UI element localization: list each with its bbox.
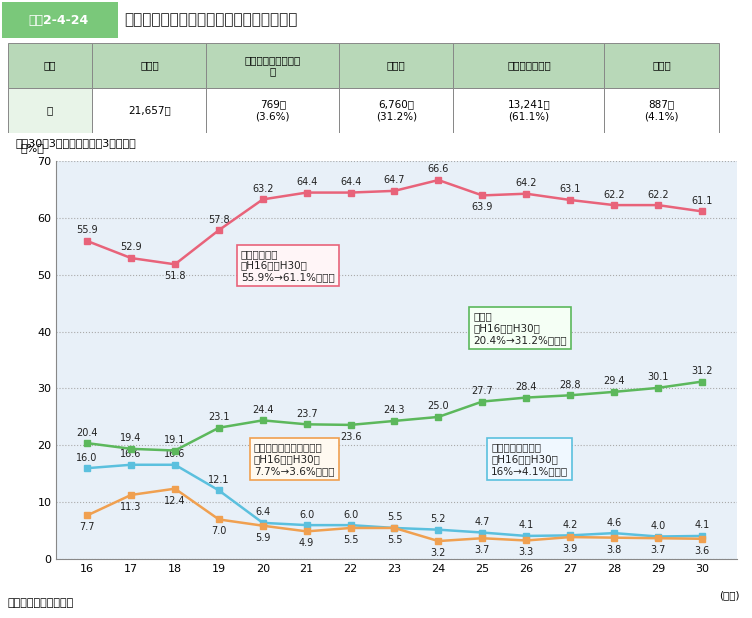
Text: 区分: 区分 (44, 61, 56, 70)
Text: 図袅2-4-24: 図袅2-4-24 (29, 14, 89, 27)
Text: 63.2: 63.2 (252, 184, 274, 194)
Text: 24.4: 24.4 (252, 405, 274, 415)
Text: その他（在宅等）
（H16）（H30）
16%→4.1%に減少: その他（在宅等） （H16）（H30） 16%→4.1%に減少 (491, 442, 569, 476)
Text: 4.6: 4.6 (606, 517, 622, 528)
Text: 進学・教育訓練機関
等: 進学・教育訓練機関 等 (244, 55, 301, 77)
Text: 4.0: 4.0 (650, 521, 666, 531)
Text: （出典）学校基本統計: （出典）学校基本統計 (8, 598, 74, 607)
Text: 施設・医療機関: 施設・医療機関 (507, 61, 550, 70)
Bar (92, 43, 207, 88)
Text: 3.7: 3.7 (475, 545, 490, 555)
Bar (453, 43, 605, 88)
Text: 3.2: 3.2 (431, 548, 446, 558)
Bar (339, 43, 453, 88)
Text: 29.4: 29.4 (603, 376, 625, 386)
Text: 5.5: 5.5 (387, 535, 402, 545)
Text: 施設医療機関
（H16）（H30）
55.9%→61.1%に増加: 施設医療機関 （H16）（H30） 55.9%→61.1%に増加 (241, 249, 335, 282)
Text: 就職者
（H16）（H30）
20.4%→31.2%に増加: 就職者 （H16）（H30） 20.4%→31.2%に増加 (474, 311, 567, 345)
Bar (207, 88, 339, 133)
Y-axis label: （%）: （%） (20, 143, 44, 153)
Text: 25.0: 25.0 (428, 401, 449, 412)
Text: 64.7: 64.7 (384, 176, 405, 185)
Text: 4.2: 4.2 (562, 520, 578, 530)
Text: 28.4: 28.4 (515, 382, 537, 392)
Text: 51.8: 51.8 (164, 271, 186, 281)
Text: 23.1: 23.1 (208, 412, 229, 422)
Text: 12.1: 12.1 (208, 475, 229, 485)
Text: 16.6: 16.6 (120, 449, 141, 459)
Text: 4.9: 4.9 (299, 538, 314, 548)
Bar (605, 88, 719, 133)
Text: その他: その他 (652, 61, 671, 70)
Text: 31.2: 31.2 (691, 366, 713, 376)
Text: 55.9: 55.9 (76, 226, 98, 235)
Text: 計: 計 (47, 106, 53, 116)
Bar (92, 88, 207, 133)
Text: 30.1: 30.1 (647, 372, 669, 383)
Text: 5.5: 5.5 (387, 512, 402, 522)
Text: 19.1: 19.1 (164, 435, 186, 445)
Bar (339, 88, 453, 133)
Text: 769人
(3.6%): 769人 (3.6%) (256, 99, 290, 121)
Text: 52.9: 52.9 (120, 242, 142, 253)
Text: 3.7: 3.7 (650, 545, 666, 555)
Bar (453, 88, 605, 133)
Bar (2, 2, 118, 38)
Text: 3.8: 3.8 (606, 544, 622, 554)
Text: 3.9: 3.9 (562, 544, 578, 554)
Text: 63.1: 63.1 (559, 184, 581, 195)
Text: 64.4: 64.4 (296, 177, 317, 187)
Text: 6,760人
(31.2%): 6,760人 (31.2%) (376, 99, 417, 121)
Text: 28.8: 28.8 (559, 379, 581, 390)
Text: 5.5: 5.5 (343, 535, 358, 545)
Text: 就職者: 就職者 (387, 61, 405, 70)
Text: 卒業者: 卒業者 (140, 61, 159, 70)
Text: 63.9: 63.9 (472, 202, 493, 213)
Text: 進学者・教育訓練機関等
（H16）（H30）
7.7%→3.6%に減少: 進学者・教育訓練機関等 （H16）（H30） 7.7%→3.6%に減少 (254, 442, 335, 476)
Text: 16.0: 16.0 (77, 452, 98, 463)
Text: 61.1: 61.1 (691, 196, 713, 206)
Text: 64.2: 64.2 (515, 178, 537, 188)
Bar (605, 43, 719, 88)
Text: 16.6: 16.6 (164, 449, 186, 459)
Text: 6.4: 6.4 (255, 507, 271, 517)
Text: 3.3: 3.3 (519, 548, 534, 557)
Text: 23.6: 23.6 (340, 432, 361, 442)
Text: 平成30年3月卒業者（各年3月時点）: 平成30年3月卒業者（各年3月時点） (15, 138, 136, 148)
Text: 4.7: 4.7 (475, 517, 490, 527)
Text: 887人
(4.1%): 887人 (4.1%) (644, 99, 679, 121)
Text: 27.7: 27.7 (472, 386, 493, 396)
Text: 64.4: 64.4 (340, 177, 361, 187)
Text: 20.4: 20.4 (77, 428, 98, 438)
Bar (207, 43, 339, 88)
Text: 4.1: 4.1 (519, 520, 534, 530)
Text: 21,657人: 21,657人 (128, 106, 171, 116)
Text: 特別支援学校高等部（本科）卒業後の状況: 特別支援学校高等部（本科）卒業後の状況 (124, 12, 298, 28)
Bar (8, 88, 92, 133)
Text: 11.3: 11.3 (120, 502, 141, 512)
Bar (8, 43, 92, 88)
Text: 13,241人
(61.1%): 13,241人 (61.1%) (508, 99, 550, 121)
Text: 7.0: 7.0 (211, 527, 226, 536)
Text: 5.2: 5.2 (431, 514, 446, 524)
Text: 19.4: 19.4 (120, 433, 141, 443)
Text: (年度): (年度) (719, 591, 739, 601)
Text: 5.9: 5.9 (255, 533, 271, 543)
Text: 4.1: 4.1 (694, 520, 709, 530)
Text: 23.7: 23.7 (296, 408, 317, 419)
Text: 24.3: 24.3 (384, 405, 405, 415)
Text: 66.6: 66.6 (428, 164, 449, 174)
Text: 7.7: 7.7 (80, 522, 95, 532)
Text: 6.0: 6.0 (299, 510, 314, 520)
Text: 12.4: 12.4 (164, 496, 186, 506)
Text: 62.2: 62.2 (603, 190, 625, 200)
Text: 62.2: 62.2 (647, 190, 669, 200)
Text: 57.8: 57.8 (208, 214, 229, 224)
Text: 3.6: 3.6 (694, 546, 709, 556)
Text: 6.0: 6.0 (343, 510, 358, 520)
